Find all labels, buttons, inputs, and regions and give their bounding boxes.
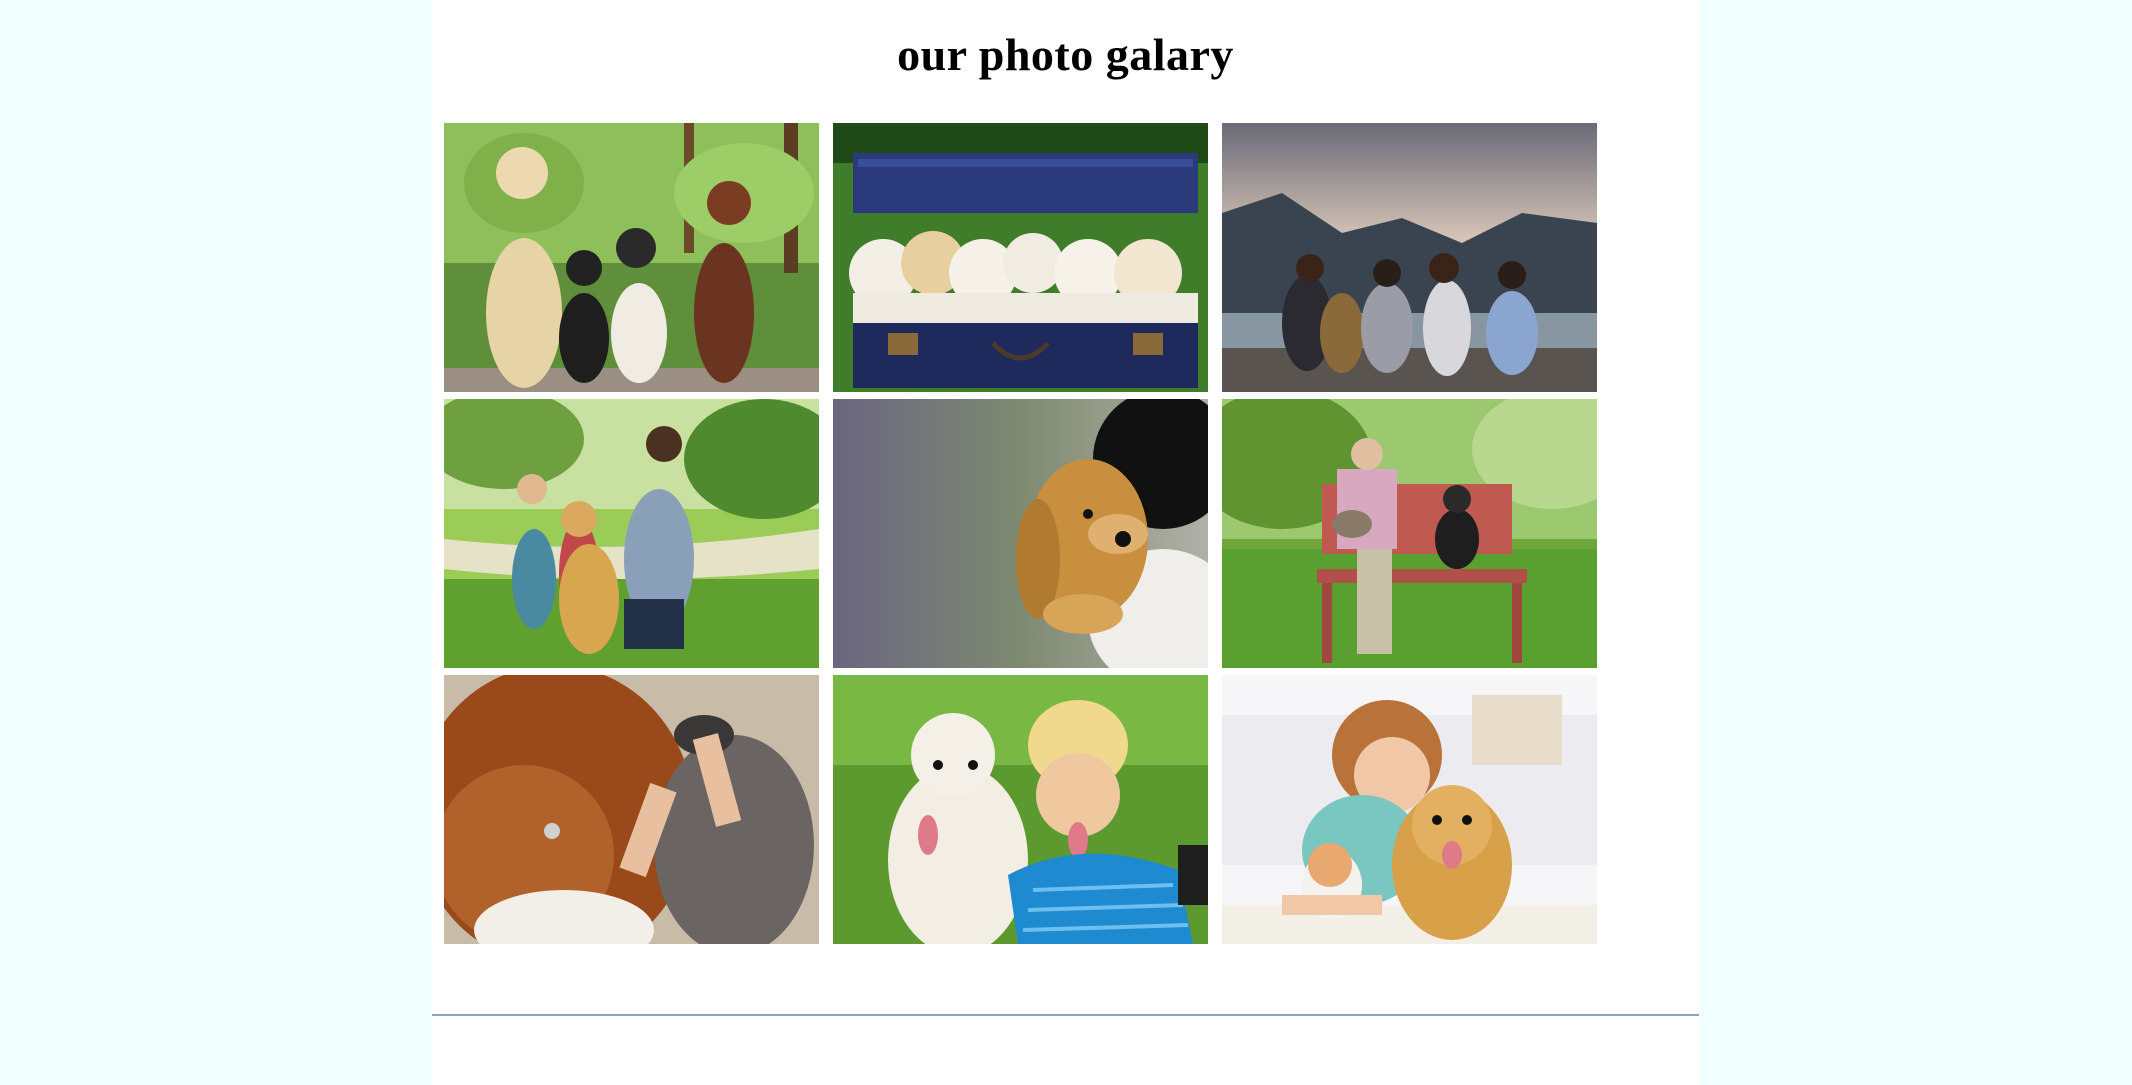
boy-dog-image: [833, 675, 1208, 944]
woman-dog-kitten-image: [1222, 675, 1597, 944]
dog-cat-hug-image: [444, 675, 819, 944]
gallery-photo[interactable]: four dogs sitting in a forest: [444, 123, 819, 392]
gallery-photo[interactable]: boy lying on grass next to a white dog: [833, 675, 1208, 944]
gallery-photo[interactable]: woman hugging a red dog and a grey cat: [444, 675, 819, 944]
lake-sunset-image: [1222, 123, 1597, 392]
page-title: our photo galary: [897, 29, 1234, 80]
family-park-image: [444, 399, 819, 668]
gallery-photo[interactable]: golden retriever puppies in a blue suitc…: [833, 123, 1208, 392]
bench-image: [1222, 399, 1597, 668]
gallery-photo[interactable]: golden retriever hugging a man: [833, 399, 1208, 668]
dogs-forest-image: [444, 123, 819, 392]
photo-grid: four dogs sitting in a forest: [444, 123, 1612, 944]
gallery-photo[interactable]: woman with a golden retriever and a kitt…: [1222, 675, 1597, 944]
gallery-photo[interactable]: older man on a red bench with a cat and …: [1222, 399, 1597, 668]
page-panel: our photo galary four dogs sit: [432, 0, 1699, 1085]
gallery-photo[interactable]: people and a dog sitting by a lake at su…: [1222, 123, 1597, 392]
footer-divider: [432, 1014, 1699, 1016]
puppies-suitcase-image: [833, 123, 1208, 392]
dog-hug-image: [833, 399, 1208, 668]
gallery-photo[interactable]: family petting a golden retriever in a p…: [444, 399, 819, 668]
